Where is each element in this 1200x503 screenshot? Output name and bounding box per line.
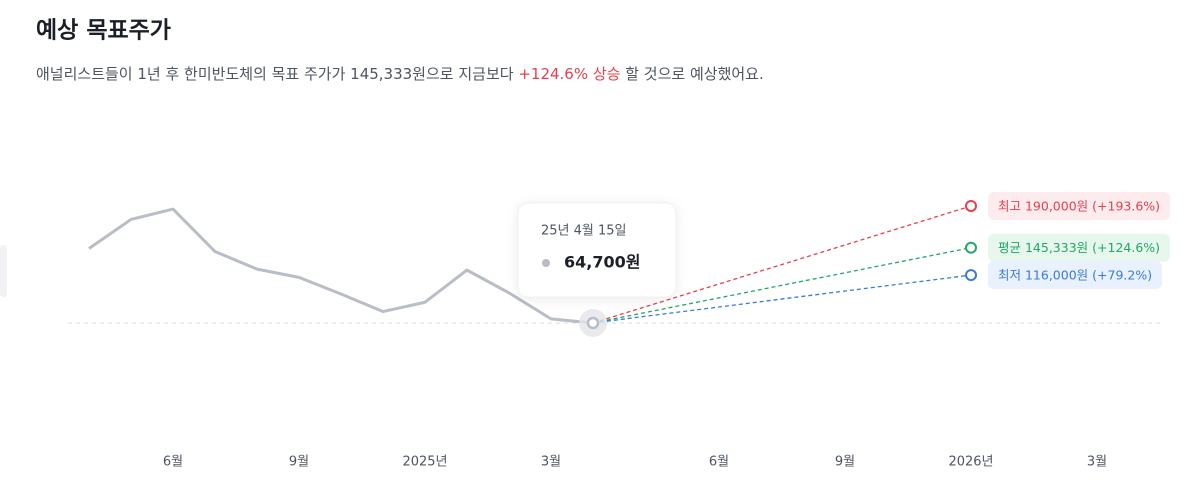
- x-tick-label: 2025년: [402, 455, 447, 470]
- x-tick-label: 9월: [835, 455, 855, 470]
- target-pill: [988, 192, 1171, 220]
- target-label: 최고 190,000원 (+193.6%): [998, 199, 1160, 214]
- tooltip: [517, 202, 677, 298]
- chart: 6월 9월 2025년 3월 6월 9월 2026년 3월 최고 190,000원 (+193.…: [68, 192, 1171, 470]
- forecast-line: [592, 247, 972, 324]
- target-label: 평균 145,333원 (+124.6%): [998, 240, 1160, 255]
- x-tick-label: 6월: [163, 455, 183, 470]
- side-handle: [0, 245, 7, 297]
- x-tick-label: 6월: [709, 455, 729, 470]
- tooltip-date: 25년 4월 15일: [541, 224, 627, 239]
- target-point: [965, 241, 977, 254]
- price-line: [88, 207, 594, 325]
- target-label: 최저 116,000원 (+79.2%): [998, 268, 1152, 283]
- target-pill: [988, 233, 1171, 262]
- x-tick-label: 2026년: [948, 455, 993, 470]
- x-tick-label: 3월: [541, 455, 561, 470]
- target-pill: [988, 261, 1163, 290]
- subtitle-text: 할 것으로 예상했어요.: [620, 65, 763, 83]
- subtitle-highlight: +124.6% 상승: [518, 65, 620, 83]
- target-point: [965, 269, 977, 282]
- forecast-line: [592, 274, 972, 324]
- x-tick-label: 9월: [289, 455, 309, 470]
- subtitle-text: 애널리스트들이 1년 후 한미반도체의 목표 주가가 145,333원으로 지금…: [36, 65, 518, 83]
- title: 예상 목표주가: [36, 18, 171, 44]
- current-point: [586, 316, 600, 330]
- target-point: [965, 200, 977, 212]
- subtitle: 애널리스트들이 1년 후 한미반도체의 목표 주가가 145,333원으로 지금…: [36, 65, 764, 83]
- tooltip-dot: [542, 259, 550, 267]
- x-tick-label: 3월: [1087, 455, 1107, 470]
- forecast-line: [592, 205, 972, 324]
- tooltip-value: 64,700원: [564, 253, 640, 272]
